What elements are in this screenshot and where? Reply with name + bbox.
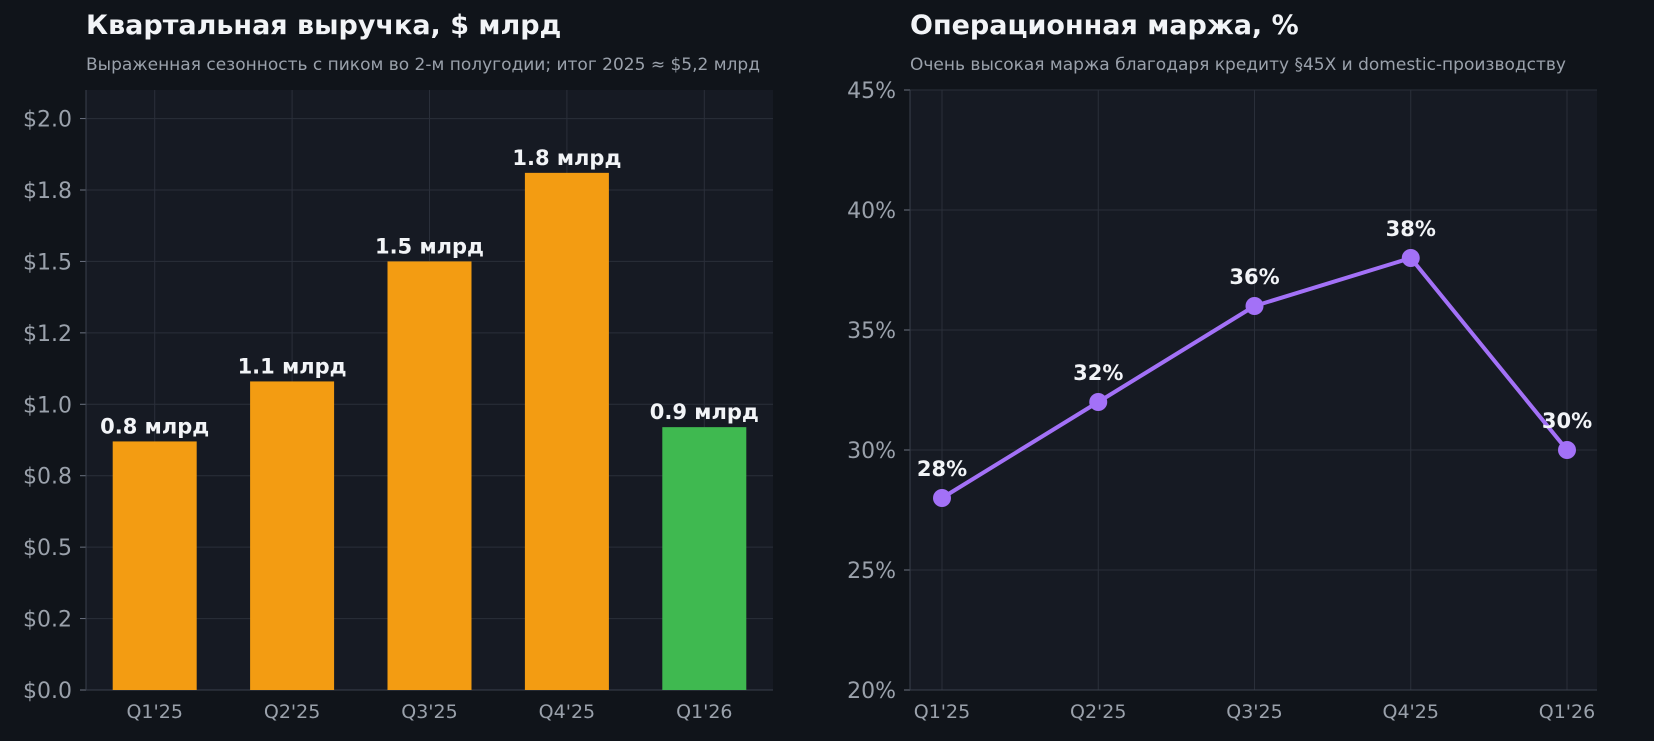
x-tick-label: Q1'25 [126,701,182,723]
x-tick-label: Q1'25 [914,701,970,723]
y-tick-label: $1.2 [23,322,72,347]
y-tick-label: $0.0 [23,679,72,704]
x-tick-label: Q3'25 [401,701,457,723]
bar-Q126 [662,427,747,690]
x-tick-label: Q2'25 [264,701,320,723]
bar-Q125 [112,441,197,690]
point-data-label: 32% [1073,361,1123,385]
x-tick-label: Q2'25 [1070,701,1126,723]
margin-chart-subtitle: Очень высокая маржа благодаря кредиту §4… [910,55,1566,75]
bar-data-label: 1.5 млрд [375,234,484,258]
y-tick-label: $0.5 [23,536,72,561]
plot-area-margin [910,90,1597,690]
margin-chart-title: Операционная маржа, % [910,10,1299,41]
revenue-chart-subtitle: Выраженная сезонность с пиком во 2-м пол… [86,55,760,75]
point-data-label: 30% [1542,409,1592,433]
y-tick-label: $0.2 [23,608,72,633]
bar-Q225 [250,381,335,690]
point-data-label: 36% [1229,265,1279,289]
y-tick-label: 25% [847,559,896,584]
bar-data-label: 0.8 млрд [100,414,209,438]
x-tick-label: Q4'25 [539,701,595,723]
margin-point-Q125 [933,489,951,507]
point-data-label: 28% [917,457,967,481]
y-tick-label: 45% [847,79,896,104]
y-tick-label: $1.0 [23,393,72,418]
y-tick-label: 30% [847,439,896,464]
y-tick-label: $1.5 [23,250,72,275]
y-tick-label: $2.0 [23,108,72,133]
bar-data-label: 1.1 млрд [238,354,347,378]
bar-Q325 [387,261,472,690]
x-tick-label: Q3'25 [1226,701,1282,723]
y-tick-label: $1.8 [23,179,72,204]
y-tick-label: 35% [847,319,896,344]
x-tick-label: Q4'25 [1383,701,1439,723]
bar-data-label: 0.9 млрд [650,400,759,424]
x-tick-label: Q1'26 [676,701,732,723]
y-tick-label: 20% [847,679,896,704]
bar-data-label: 1.8 млрд [512,146,621,170]
margin-point-Q425 [1401,249,1420,267]
margin-point-Q225 [1089,393,1108,411]
y-tick-label: $0.8 [23,465,72,490]
margin-point-Q325 [1245,297,1264,315]
y-tick-label: 40% [847,199,896,224]
point-data-label: 38% [1386,217,1436,241]
margin-point-Q126 [1558,441,1576,459]
revenue-chart-title: Квартальная выручка, $ млрд [86,10,562,41]
x-tick-label: Q1'26 [1539,701,1595,723]
bar-Q425 [524,172,609,690]
